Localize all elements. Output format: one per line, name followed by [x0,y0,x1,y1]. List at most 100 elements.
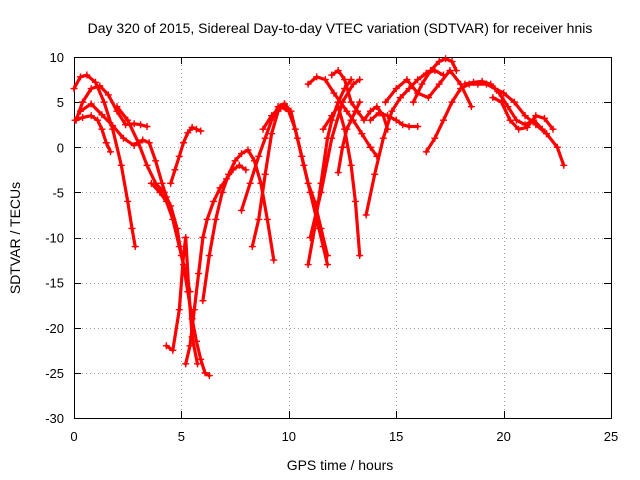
data-point [235,161,243,169]
data-point [79,98,87,106]
data-point [317,224,325,232]
data-point [143,161,151,169]
data-point [414,76,422,84]
data-point [495,89,503,97]
data-point [553,143,561,151]
data-point [270,256,278,264]
data-point [109,122,117,130]
series-line [169,125,203,185]
data-point [341,76,349,84]
data-point [158,179,166,187]
data-point [131,243,139,251]
data-point [124,197,132,205]
data-point [212,215,220,223]
series-sat-c [71,112,115,156]
data-point [94,116,102,124]
data-point [162,197,170,205]
data-point [510,98,518,106]
data-point [152,157,160,165]
y-axis-label: SDTVAR / TECUs [7,182,23,294]
data-point [175,306,183,314]
data-point [201,369,209,377]
series-sat-o [306,76,364,241]
data-point [392,116,400,124]
data-point [306,234,314,241]
data-point [175,243,183,251]
data-point [343,107,351,115]
data-point [122,121,130,129]
x-tick-label: 10 [282,429,296,444]
data-point [263,215,271,223]
y-tick-label: -25 [45,366,64,381]
data-point [366,116,374,124]
data-point [439,116,447,124]
data-point [100,98,108,106]
data-point [366,107,374,115]
data-point [424,94,432,102]
data-point [197,355,205,363]
data-point [281,100,289,108]
chart-title: Day 320 of 2015, Sidereal Day-to-day VTE… [88,20,593,36]
data-point [199,234,207,241]
data-point [427,67,435,75]
y-tick-label: 0 [57,140,64,155]
data-point [285,107,293,115]
data-point [330,89,338,97]
series-line [424,82,566,167]
grid-lines [74,57,611,418]
axis-ticks: 0 5 10 15 20 25 10 5 0 -5 -10 -15 -20 -25 -30 [45,50,618,444]
data-point [532,112,540,120]
data-point [79,113,87,121]
data-point [145,139,153,147]
data-point [328,71,336,79]
data-point [186,342,194,350]
data-point [446,67,454,75]
x-tick-label: 15 [389,429,403,444]
data-point [70,85,78,93]
series-sat-n [304,76,355,269]
data-point [452,67,460,75]
data-point [304,179,312,187]
x-tick-label: 25 [604,429,618,444]
data-point [71,116,79,124]
data-point [169,215,177,223]
data-point [199,297,207,305]
data-point [261,170,269,178]
series-sat-u [366,109,422,130]
data-point [87,112,95,120]
data-point [231,157,239,165]
data-point [435,80,443,88]
data-point [375,109,383,117]
data-point [356,98,364,106]
data-point [76,73,84,81]
data-point [409,98,417,106]
series-sat-k [238,100,293,214]
data-point [489,94,497,102]
data-point [180,252,188,260]
data-point [323,261,331,269]
data-point [448,98,456,106]
data-point [435,58,443,66]
series-sat-y [461,77,551,138]
data-point [334,103,342,111]
data-point [137,121,145,129]
data-point [334,169,342,177]
data-point [119,134,127,142]
data-point [442,55,450,63]
y-tick-label: -5 [52,185,64,200]
data-point [512,116,520,124]
data-point [134,139,142,147]
data-point [356,252,364,260]
data-point [379,134,387,142]
x-tick-label: 20 [496,429,510,444]
data-point [171,166,179,174]
data-point [381,98,389,106]
data-point [457,85,465,93]
y-tick-label: 5 [57,95,64,110]
series-line [330,68,390,131]
data-point [328,134,336,142]
series-sat-x [422,80,568,169]
data-point [203,215,211,223]
series-sat-h [182,161,250,368]
series-line [336,100,362,175]
